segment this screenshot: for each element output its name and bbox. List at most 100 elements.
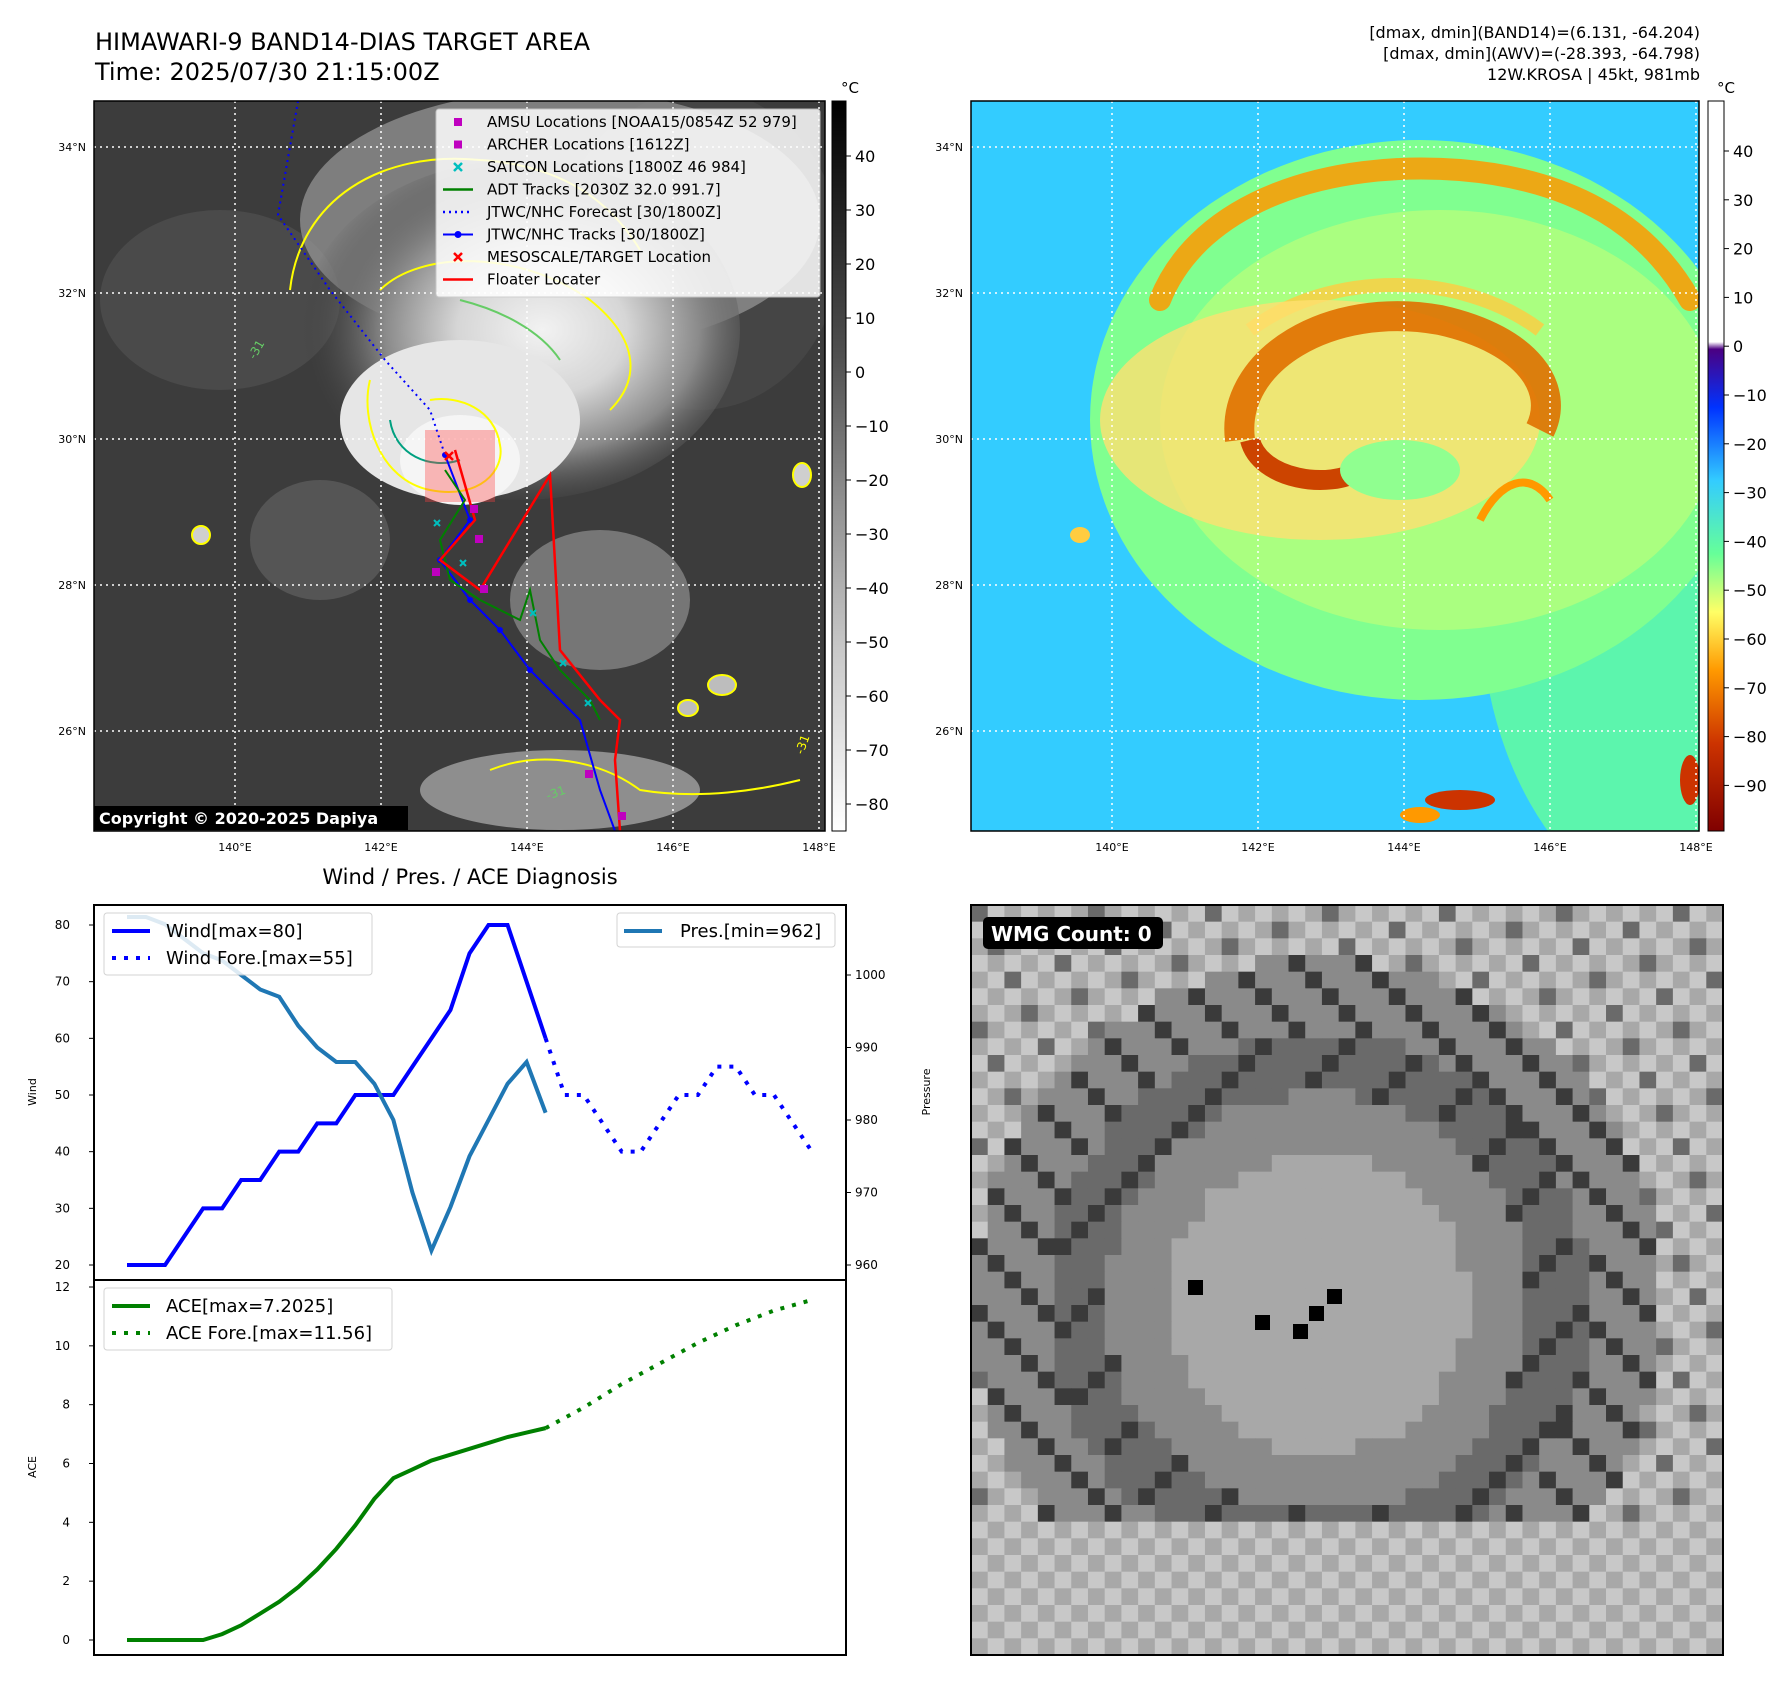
- pressure-tick-label: 990: [855, 1041, 878, 1055]
- ir-colorbar: [831, 100, 847, 832]
- lon-tick-label: 146°E: [1533, 841, 1566, 854]
- awv-colorbar-tick: 40: [1733, 142, 1753, 161]
- stats-line-1: [dmax, dmin](BAND14)=(6.131, -64.204): [1369, 23, 1700, 42]
- ir-panel-frame: [93, 100, 826, 832]
- ace-tick-label: 6: [62, 1457, 70, 1471]
- legend-entry: AMSU Locations [NOAA15/0854Z 52 979]: [454, 113, 797, 131]
- lon-tick-label: 140°E: [1095, 841, 1128, 854]
- wind-axis-label: Wind: [26, 1078, 39, 1106]
- lon-tick-label: 140°E: [218, 841, 251, 854]
- wmg-marker: [1255, 1315, 1270, 1330]
- legend-label: ADT Tracks [2030Z 32.0 991.7]: [487, 181, 721, 199]
- adt-track: [438, 469, 601, 721]
- contour-label: -31: [793, 733, 813, 756]
- ir-colorbar-tick: −10: [855, 417, 889, 436]
- pressure-tick-label: 970: [855, 1186, 878, 1200]
- diagnosis-title: Wind / Pres. / ACE Diagnosis: [322, 865, 617, 889]
- lat-tick-label: 26°N: [935, 725, 963, 738]
- legend-entry: ARCHER Locations [1612Z]: [454, 136, 690, 154]
- legend-label: Floater Locater: [487, 271, 601, 289]
- jtwc-track-points: [437, 452, 533, 673]
- lon-tick-label: 144°E: [510, 841, 543, 854]
- legend-label: JTWC/NHC Tracks [30/1800Z]: [486, 226, 705, 244]
- ir-colorbar-tick: −20: [855, 471, 889, 490]
- ir-lat-labels: 34°N 32°N 30°N 28°N 26°N: [58, 141, 86, 738]
- ir-colorbar-tick: −60: [855, 687, 889, 706]
- wind-tick-label: 30: [55, 1201, 70, 1215]
- awv-colorbar-unit: °C: [1717, 79, 1735, 97]
- ir-panel: -31 -31 -31 AMSU Locations [NOAA15/0854Z…: [58, 79, 889, 854]
- legend-entry: JTWC/NHC Tracks [30/1800Z]: [443, 226, 705, 244]
- satcon-markers: [433, 519, 592, 707]
- ir-colorbar-tick: 0: [855, 363, 865, 382]
- lat-tick-label: 30°N: [935, 433, 963, 446]
- ace-tick-label: 4: [62, 1515, 70, 1529]
- legend-label: ACE Fore.[max=11.56]: [166, 1323, 372, 1344]
- pressure-tick-label: 1000: [855, 968, 886, 982]
- wind-tick-label: 20: [55, 1258, 70, 1272]
- legend-label: JTWC/NHC Forecast [30/1800Z]: [486, 203, 721, 221]
- series-line: [127, 923, 548, 1267]
- legend-entry: JTWC/NHC Forecast [30/1800Z]: [443, 203, 721, 221]
- awv-colorbar-tick: −70: [1733, 679, 1767, 698]
- ace-axis-label: ACE: [26, 1456, 39, 1478]
- ir-colorbar-tick: −70: [855, 741, 889, 760]
- ace-tick-label: 2: [62, 1574, 70, 1588]
- diagnosis-chart: Wind / Pres. / ACE Diagnosis 80706050403…: [26, 865, 933, 1656]
- ir-colorbar-tick: −40: [855, 579, 889, 598]
- ir-colorbar-unit: °C: [841, 79, 859, 97]
- series-line: [544, 1298, 813, 1430]
- wmg-blocks: [971, 905, 1724, 1656]
- awv-colorbar-tick: 0: [1733, 337, 1743, 356]
- awv-colorbar-tick: 10: [1733, 288, 1753, 307]
- awv-colorbar-tick: −80: [1733, 728, 1767, 747]
- awv-colorbar-tick: −30: [1733, 484, 1767, 503]
- ace-axis: 12 10 8 6 4 2 0: [55, 1280, 94, 1647]
- ace-tick-label: 0: [62, 1633, 70, 1647]
- awv-colorbar-ticks: 40 30 20 10 0 −10 −20 −30 −40 −50 −60 −70 −80 −90: [1724, 142, 1767, 795]
- pressure-tick-label: 980: [855, 1113, 878, 1127]
- jtwc-forecast-track: [276, 101, 446, 456]
- wind-tick-label: 60: [55, 1031, 70, 1045]
- ir-legend: AMSU Locations [NOAA15/0854Z 52 979] ARCH…: [435, 108, 821, 298]
- legend-label: Pres.[min=962]: [680, 921, 821, 942]
- ace-tick-label: 8: [62, 1398, 70, 1412]
- legend-entry: Floater Locater: [443, 271, 601, 289]
- awv-lat-labels: 34°N 32°N 30°N 28°N 26°N: [935, 141, 963, 738]
- awv-colorbar-tick: −90: [1733, 776, 1767, 795]
- copyright-badge: Copyright © 2020-2025 Dapiya: [94, 806, 408, 830]
- awv-lon-labels: 140°E 142°E 144°E 146°E 148°E: [1095, 841, 1712, 854]
- pressure-axis: 1000 990 980 970 960: [846, 968, 886, 1272]
- wmg-count-text: WMG Count: 0: [991, 922, 1152, 946]
- awv-colorbar: [1707, 100, 1725, 832]
- figure-time: Time: 2025/07/30 21:15:00Z: [94, 58, 440, 86]
- ir-colorbar-tick: 30: [855, 201, 875, 220]
- lat-tick-label: 26°N: [58, 725, 86, 738]
- floater-locater: [438, 449, 622, 831]
- legend-entry: SATCON Locations [1800Z 46 984]: [453, 158, 746, 176]
- lon-tick-label: 146°E: [656, 841, 689, 854]
- wind-legend: Wind[max=80] Wind Fore.[max=55]: [103, 912, 373, 976]
- lat-tick-label: 30°N: [58, 433, 86, 446]
- copyright-text: Copyright © 2020-2025 Dapiya: [99, 809, 378, 828]
- lat-tick-label: 34°N: [58, 141, 86, 154]
- legend-label: ARCHER Locations [1612Z]: [487, 136, 690, 154]
- lon-tick-label: 142°E: [1241, 841, 1274, 854]
- awv-colorbar-tick: −50: [1733, 581, 1767, 600]
- lat-tick-label: 32°N: [58, 287, 86, 300]
- lower-series: [127, 1298, 813, 1642]
- ir-colorbar-tick: 10: [855, 309, 875, 328]
- wmg-marker: [1293, 1324, 1308, 1339]
- lon-tick-label: 148°E: [802, 841, 835, 854]
- wmg-marker: [1188, 1280, 1203, 1295]
- wind-tick-label: 70: [55, 975, 70, 989]
- legend-label: ACE[max=7.2025]: [166, 1296, 333, 1317]
- legend-label: MESOSCALE/TARGET Location: [487, 248, 711, 266]
- wmg-marker: [1309, 1306, 1324, 1321]
- awv-panel-frame: [970, 100, 1700, 832]
- awv-colorbar-tick: −10: [1733, 386, 1767, 405]
- lat-tick-label: 28°N: [58, 579, 86, 592]
- lon-tick-label: 148°E: [1679, 841, 1712, 854]
- awv-colorbar-tick: −60: [1733, 630, 1767, 649]
